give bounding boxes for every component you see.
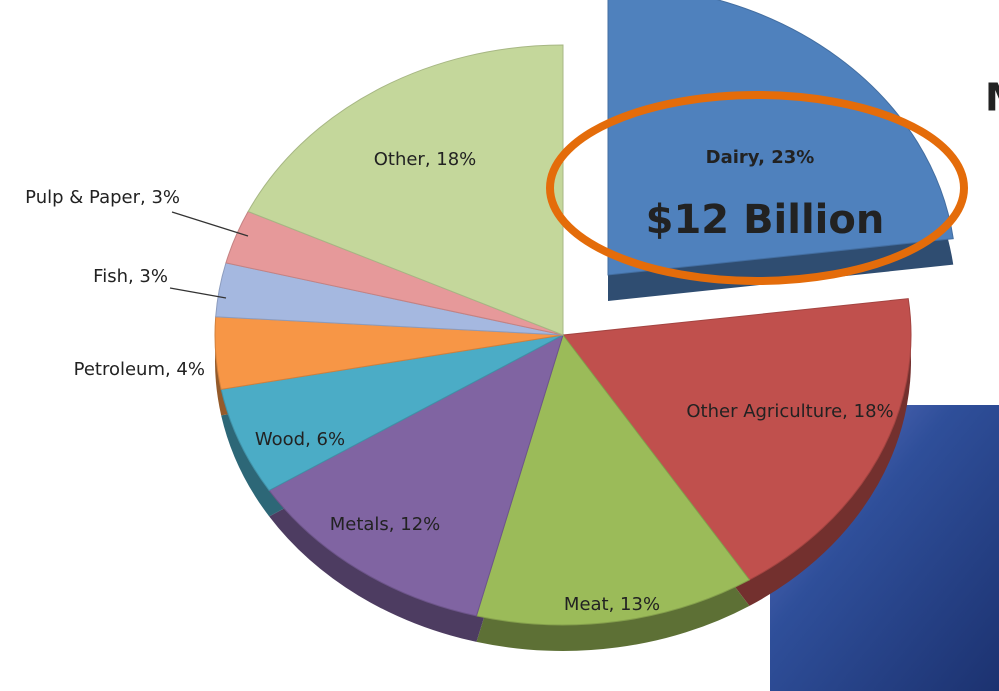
slice: [562, 298, 912, 581]
slice: [247, 44, 564, 336]
leader-line: [171, 211, 249, 237]
data-label: Other Agriculture, 18%: [686, 401, 893, 422]
leader-line: [169, 287, 227, 299]
data-label: Meat, 13%: [564, 594, 660, 615]
slice: [220, 334, 564, 492]
highlight-ellipse: [546, 91, 968, 285]
data-label: Dairy, 23%: [706, 147, 815, 168]
data-label: Other, 18%: [374, 149, 477, 170]
data-label: Metals, 12%: [330, 514, 441, 535]
slice: [607, 0, 954, 276]
slice: [475, 333, 751, 626]
data-label: Petroleum, 4%: [74, 359, 205, 380]
slice: [268, 333, 564, 617]
annotation: M: [985, 76, 999, 120]
data-label: Wood, 6%: [255, 429, 345, 450]
data-label: Fish, 3%: [93, 266, 168, 287]
pie: [214, 0, 954, 651]
annotation: $12 Billion: [646, 197, 885, 243]
data-label: Pulp & Paper, 3%: [25, 187, 180, 208]
